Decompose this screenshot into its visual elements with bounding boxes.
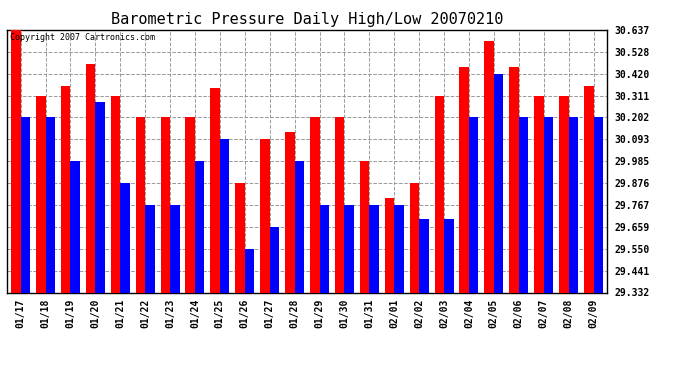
Bar xyxy=(509,67,519,292)
Bar xyxy=(519,117,529,292)
Bar xyxy=(220,140,229,292)
Bar xyxy=(494,74,503,292)
Bar xyxy=(410,183,419,292)
Bar xyxy=(210,88,220,292)
Bar xyxy=(136,117,145,292)
Bar xyxy=(484,42,494,292)
Bar xyxy=(419,219,428,292)
Bar xyxy=(469,117,478,292)
Bar xyxy=(385,198,394,292)
Bar xyxy=(435,96,444,292)
Bar xyxy=(11,30,21,292)
Bar xyxy=(186,117,195,292)
Bar xyxy=(170,205,179,292)
Bar xyxy=(145,205,155,292)
Bar xyxy=(195,161,204,292)
Bar xyxy=(559,96,569,292)
Bar xyxy=(394,205,404,292)
Bar xyxy=(310,117,319,292)
Bar xyxy=(444,219,453,292)
Bar xyxy=(95,102,105,292)
Bar xyxy=(285,132,295,292)
Bar xyxy=(319,205,329,292)
Bar xyxy=(245,249,254,292)
Bar xyxy=(120,183,130,292)
Bar xyxy=(335,117,344,292)
Bar xyxy=(569,117,578,292)
Bar xyxy=(235,183,245,292)
Bar xyxy=(460,67,469,292)
Bar xyxy=(46,117,55,292)
Title: Barometric Pressure Daily High/Low 20070210: Barometric Pressure Daily High/Low 20070… xyxy=(111,12,503,27)
Bar xyxy=(360,161,369,292)
Bar xyxy=(70,161,80,292)
Bar xyxy=(86,64,95,292)
Bar xyxy=(344,205,354,292)
Bar xyxy=(21,117,30,292)
Bar xyxy=(161,117,170,292)
Bar xyxy=(593,117,603,292)
Bar xyxy=(270,227,279,292)
Bar xyxy=(584,86,593,292)
Bar xyxy=(534,96,544,292)
Bar xyxy=(111,96,120,292)
Bar xyxy=(61,86,70,292)
Bar xyxy=(544,117,553,292)
Bar xyxy=(36,96,46,292)
Bar xyxy=(260,140,270,292)
Bar xyxy=(295,161,304,292)
Text: Copyright 2007 Cartronics.com: Copyright 2007 Cartronics.com xyxy=(10,33,155,42)
Bar xyxy=(369,205,379,292)
